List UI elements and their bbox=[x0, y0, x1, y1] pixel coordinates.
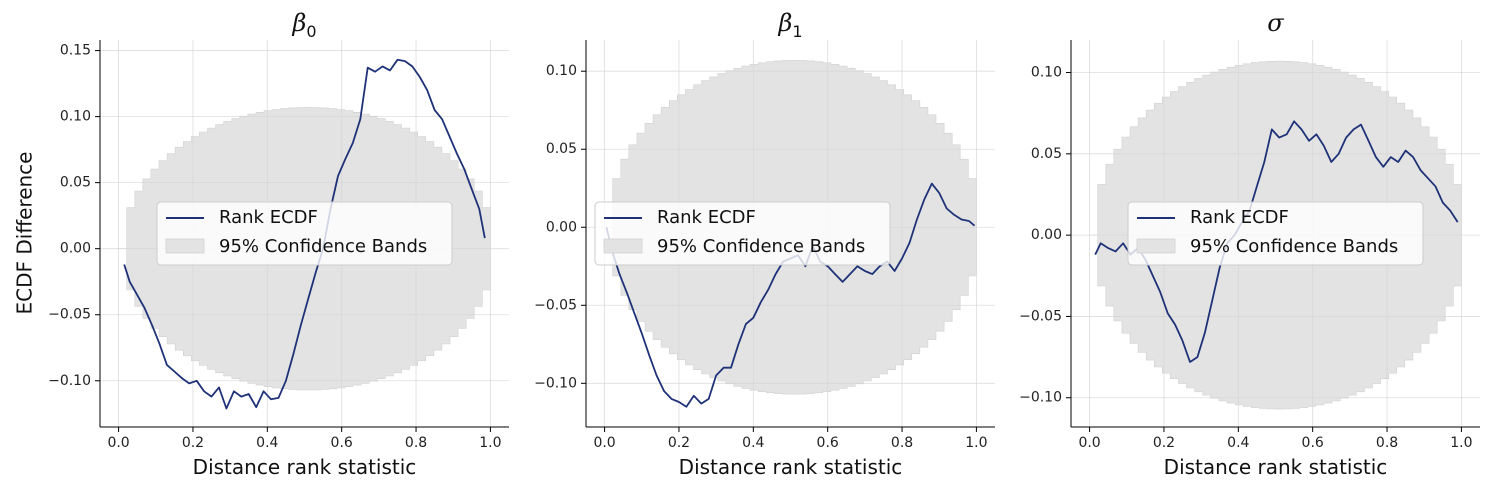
panel-title-symbol: σ bbox=[1267, 9, 1284, 37]
panel-1: 0.0 0.2 0.4 0.6 0.8 1.0 −0.10 −0.05 0.00 0.05 0.10… bbox=[534, 9, 995, 479]
rank-ecdf-line bbox=[1094, 120, 1459, 363]
legend: Rank ECDF 95% Confidence Bands bbox=[1127, 201, 1424, 266]
legend-entry-confidence-bands: 95% Confidence Bands bbox=[219, 236, 427, 257]
y-tick-label: 0.10 bbox=[1031, 65, 1062, 81]
panel-2: 0.0 0.2 0.4 0.6 0.8 1.0 −0.10 −0.05 0.00 0.05 0.10… bbox=[1019, 9, 1480, 479]
y-tick-label: −0.10 bbox=[1019, 390, 1062, 406]
y-tick-label: −0.05 bbox=[534, 297, 577, 313]
legend-box bbox=[594, 201, 891, 266]
legend-entry-rank-ecdf: Rank ECDF bbox=[657, 207, 756, 228]
panel-0: 0.0 0.2 0.4 0.6 0.8 1.0 −0.10 −0.05 0.00 0.05 0.10… bbox=[48, 9, 509, 479]
y-tick-label: −0.05 bbox=[1019, 308, 1062, 324]
x-tick-label: 1.0 bbox=[965, 435, 987, 451]
panel-title: β0 bbox=[291, 9, 316, 41]
y-tick-label: 0.00 bbox=[546, 219, 577, 235]
legend-box bbox=[1127, 201, 1424, 266]
y-axis-label: ECDF Difference bbox=[13, 152, 37, 315]
y-tick-label: 0.05 bbox=[546, 141, 577, 157]
x-tick-label: 0.2 bbox=[182, 435, 204, 451]
x-tick-label: 0.6 bbox=[817, 435, 839, 451]
legend: Rank ECDF 95% Confidence Bands bbox=[594, 201, 891, 266]
x-tick-label: 0.4 bbox=[1227, 435, 1249, 451]
legend: Rank ECDF 95% Confidence Bands bbox=[156, 201, 453, 266]
panel-title: σ bbox=[1267, 9, 1284, 37]
panel-title-symbol: β bbox=[291, 9, 306, 37]
x-axis-label: Distance rank statistic bbox=[679, 455, 903, 479]
y-tick-label: 0.05 bbox=[60, 175, 91, 191]
y-tick-label: −0.05 bbox=[48, 307, 91, 323]
y-tick-label: 0.10 bbox=[546, 63, 577, 79]
x-tick-label: 0.6 bbox=[1302, 435, 1324, 451]
legend-entry-rank-ecdf: Rank ECDF bbox=[219, 207, 318, 228]
x-axis-label: Distance rank statistic bbox=[193, 455, 417, 479]
x-tick-label: 0.0 bbox=[593, 435, 615, 451]
panel-title: β1 bbox=[777, 9, 802, 41]
x-tick-label: 0.2 bbox=[1153, 435, 1175, 451]
legend-band-swatch bbox=[1136, 238, 1176, 254]
x-axis-label: Distance rank statistic bbox=[1164, 455, 1388, 479]
legend-box bbox=[156, 201, 453, 266]
panel-title-subscript: 0 bbox=[306, 22, 316, 41]
y-tick-label: 0.15 bbox=[60, 43, 91, 59]
x-tick-label: 1.0 bbox=[479, 435, 501, 451]
legend-entry-confidence-bands: 95% Confidence Bands bbox=[1190, 236, 1398, 257]
x-tick-label: 1.0 bbox=[1450, 435, 1472, 451]
x-tick-label: 0.0 bbox=[107, 435, 129, 451]
y-tick-label: 0.10 bbox=[60, 109, 91, 125]
x-tick-label: 0.4 bbox=[742, 435, 764, 451]
legend-entry-confidence-bands: 95% Confidence Bands bbox=[657, 236, 865, 257]
legend-band-swatch bbox=[165, 238, 205, 254]
legend-entry-rank-ecdf: Rank ECDF bbox=[1190, 207, 1289, 228]
x-tick-label: 0.8 bbox=[891, 435, 913, 451]
x-tick-label: 0.8 bbox=[1376, 435, 1398, 451]
y-tick-label: 0.00 bbox=[60, 241, 91, 257]
panel-title-subscript: 1 bbox=[792, 22, 802, 41]
rank-ecdf-line bbox=[123, 58, 486, 410]
y-tick-label: 0.00 bbox=[1031, 227, 1062, 243]
y-tick-label: −0.10 bbox=[48, 373, 91, 389]
x-tick-label: 0.2 bbox=[668, 435, 690, 451]
panel-title-symbol: β bbox=[777, 9, 792, 37]
x-tick-label: 0.6 bbox=[331, 435, 353, 451]
x-tick-label: 0.8 bbox=[405, 435, 427, 451]
x-tick-label: 0.0 bbox=[1078, 435, 1100, 451]
x-tick-label: 0.4 bbox=[256, 435, 278, 451]
y-tick-label: 0.05 bbox=[1031, 146, 1062, 162]
legend-band-swatch bbox=[603, 238, 643, 254]
y-tick-label: −0.10 bbox=[534, 375, 577, 391]
